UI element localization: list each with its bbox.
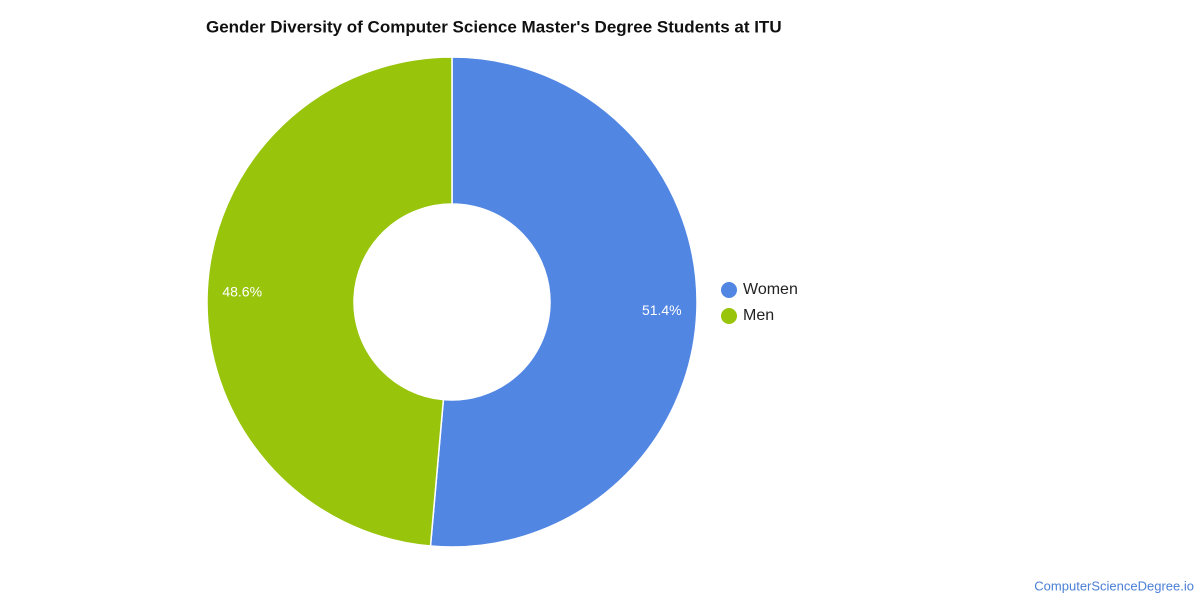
donut-slice [429, 56, 698, 548]
source-link[interactable]: ComputerScienceDegree.io [1034, 578, 1194, 593]
value-label: 48.6% [222, 283, 262, 299]
legend-marker [721, 308, 737, 324]
legend-label: Men [743, 307, 774, 324]
chart-title: Gender Diversity of Computer Science Mas… [206, 17, 782, 36]
value-label: 51.4% [642, 302, 682, 318]
donut-slice [206, 56, 453, 547]
legend-label: Women [743, 281, 798, 298]
legend-marker [721, 282, 737, 298]
